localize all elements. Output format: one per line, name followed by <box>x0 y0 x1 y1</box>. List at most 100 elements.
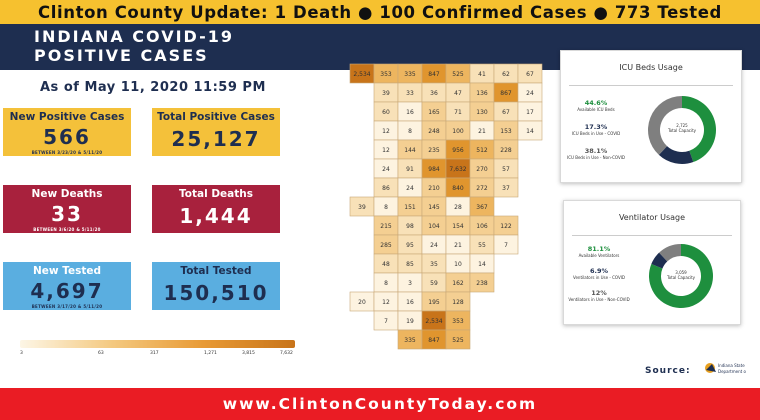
stat-desc: Ventilators in Use - Non-COVID <box>568 297 630 302</box>
county-count: 353 <box>380 71 392 78</box>
county-count: 62 <box>502 71 510 78</box>
county-count: 867 <box>500 90 512 97</box>
footer-url[interactable]: www.ClintonCountyToday.com <box>222 395 538 413</box>
card-value: 1,444 <box>179 204 253 228</box>
icu-panel: ICU Beds Usage 44.6% Available ICU Beds … <box>560 50 742 183</box>
county-count: 67 <box>502 109 510 116</box>
vent-stat-available: 81.1% Available Ventilators <box>564 245 634 258</box>
county-count: 3 <box>408 280 412 287</box>
county-count: 37 <box>502 185 510 192</box>
county-count: 525 <box>452 337 464 344</box>
card-value: 25,127 <box>171 127 261 151</box>
county-count: 10 <box>454 261 462 268</box>
county-cell <box>517 120 543 141</box>
card-label: New Tested <box>32 265 102 277</box>
vent-center-label: Total Capacity <box>666 275 696 280</box>
county-count: 145 <box>428 204 440 211</box>
county-count: 85 <box>406 261 414 268</box>
county-count: 24 <box>406 185 414 192</box>
vent-center-value: 3,059 <box>675 270 687 275</box>
county-count: 272 <box>476 185 488 192</box>
county-count: 12 <box>382 299 390 306</box>
county-count: 39 <box>382 90 390 97</box>
panel-divider <box>572 235 732 236</box>
county-count: 59 <box>430 280 438 287</box>
county-count: 12 <box>382 147 390 154</box>
card-total-positive: Total Positive Cases 25,127 <box>152 108 280 156</box>
donut-slice <box>649 244 713 308</box>
card-new-deaths: New Deaths 33 BETWEEN 3/6/20 & 5/11/20 <box>3 185 131 233</box>
icu-stat-noncovid: 38.1% ICU Beds in Use - Non-COVID <box>561 147 631 160</box>
county-count: 8 <box>384 280 388 287</box>
panel-divider <box>569 85 733 86</box>
county-count: 36 <box>430 90 438 97</box>
donut-slice <box>651 252 668 269</box>
county-count: 840 <box>452 185 464 192</box>
county-count: 57 <box>502 166 510 173</box>
county-count: 100 <box>452 128 464 135</box>
stat-pct: 6.9% <box>589 267 609 275</box>
vent-center: 3,059 Total Capacity <box>648 270 714 280</box>
county-count: 228 <box>500 147 512 154</box>
county-count: 24 <box>526 90 534 97</box>
county-count: 335 <box>404 71 416 78</box>
title-box: INDIANA COVID-19 POSITIVE CASES <box>22 24 312 68</box>
ventilator-panel: Ventilator Usage 81.1% Available Ventila… <box>563 200 741 325</box>
county-cell <box>493 234 519 255</box>
county-count: 2,534 <box>353 71 370 78</box>
donut-slice <box>658 146 694 164</box>
vent-stat-noncovid: 12% Ventilators in Use - Non-COVID <box>564 289 634 302</box>
county-count: 7,632 <box>449 166 466 173</box>
card-label: Total Positive Cases <box>157 111 275 123</box>
county-count: 55 <box>478 242 486 249</box>
county-count: 512 <box>476 147 488 154</box>
legend-tick: 1,271 <box>204 351 217 356</box>
isdh-logo-icon: Indiana State Department of Health <box>705 363 760 374</box>
county-count: 47 <box>454 90 462 97</box>
county-count: 20 <box>358 299 366 306</box>
card-value: 566 <box>43 125 91 149</box>
county-count: 21 <box>478 128 486 135</box>
county-count: 16 <box>406 299 414 306</box>
county-count: 144 <box>404 147 416 154</box>
county-cell <box>445 329 471 350</box>
county-count: 151 <box>404 204 416 211</box>
isdh-logo: Indiana State Department of Health <box>700 358 760 382</box>
county-count: 71 <box>454 109 462 116</box>
county-count: 95 <box>406 242 414 249</box>
county-count: 16 <box>406 109 414 116</box>
county-count: 28 <box>454 204 462 211</box>
stat-pct: 44.6% <box>584 99 608 107</box>
legend-tick: 3 <box>20 351 23 356</box>
svg-text:Indiana State: Indiana State <box>718 363 745 368</box>
county-count: 39 <box>358 204 366 211</box>
county-count: 210 <box>428 185 440 192</box>
county-count: 33 <box>406 90 414 97</box>
county-count: 956 <box>452 147 464 154</box>
stat-desc: Available ICU Beds <box>577 107 615 112</box>
county-count: 12 <box>382 128 390 135</box>
county-cell <box>493 177 519 198</box>
icu-title: ICU Beds Usage <box>619 63 683 72</box>
county-count: 847 <box>428 337 440 344</box>
stat-pct: 17.3% <box>584 123 608 131</box>
county-count: 67 <box>526 71 534 78</box>
vent-stat-covid: 6.9% Ventilators in Use - COVID <box>564 267 634 280</box>
county-count: 270 <box>476 166 488 173</box>
county-count: 128 <box>452 299 464 306</box>
banner-text: Clinton County Update: 1 Death ● 100 Con… <box>38 2 722 22</box>
county-count: 24 <box>382 166 390 173</box>
county-count: 162 <box>452 280 464 287</box>
card-subtext: BETWEEN 3/6/20 & 5/11/20 <box>33 227 101 232</box>
county-count: 122 <box>500 223 512 230</box>
as-of-date: As of May 11, 2020 11:59 PM <box>40 80 266 95</box>
footer-banner: www.ClintonCountyToday.com <box>0 388 760 420</box>
top-banner: Clinton County Update: 1 Death ● 100 Con… <box>0 0 760 24</box>
stat-pct: 81.1% <box>587 245 611 253</box>
county-count: 984 <box>428 166 440 173</box>
stat-pct: 38.1% <box>584 147 608 155</box>
county-count: 21 <box>454 242 462 249</box>
county-count: 353 <box>452 318 464 325</box>
vent-donut-chart <box>649 244 713 308</box>
